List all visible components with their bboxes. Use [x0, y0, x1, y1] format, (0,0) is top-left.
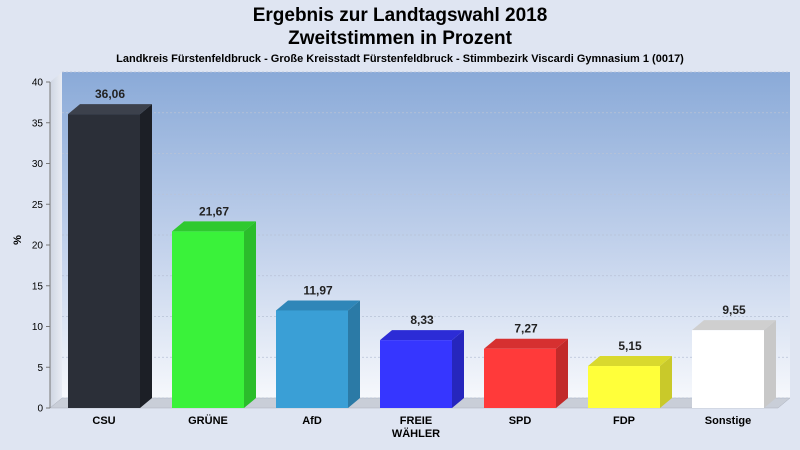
y-tick-label: 15 [32, 281, 44, 292]
x-tick-label: AfD [302, 415, 322, 427]
bar-side [244, 221, 256, 408]
bar-sonstige: 9,55 [692, 303, 776, 408]
bar-side [556, 338, 568, 408]
bar-side [348, 300, 360, 408]
chart-title-line2: Zweitstimmen in Prozent [288, 28, 512, 49]
bar-top [276, 300, 360, 311]
value-label: 7,27 [514, 322, 538, 336]
x-tick-label: CSU [92, 415, 115, 427]
x-tick-label: SPD [509, 415, 532, 427]
value-label: 11,97 [303, 283, 333, 297]
bar-side [660, 356, 672, 408]
bar-csu: 36,06 [68, 87, 152, 409]
value-label: 21,67 [199, 204, 229, 218]
bar-front [68, 114, 140, 409]
bar-top [68, 104, 152, 115]
y-axis: 0 5 10 15 20 25 30 35 40 [32, 78, 51, 415]
value-label: 36,06 [95, 87, 125, 101]
bars: 36,06 21,67 11,97 8,33 7,27 5,15 9,55 [68, 87, 776, 409]
bar-spd: 7,27 [484, 322, 568, 408]
bar-side [140, 104, 152, 409]
y-tick-label: 25 [32, 200, 44, 211]
x-tick-label: Sonstige [705, 415, 751, 427]
value-label: 5,15 [618, 339, 642, 353]
plot-side-wall [50, 72, 62, 408]
bar-side [452, 330, 464, 408]
chart-title-line1: Ergebnis zur Landtagswahl 2018 [252, 5, 548, 26]
bar-front [276, 310, 348, 408]
bar-grüne: 21,67 [172, 204, 256, 408]
bar-front [588, 366, 660, 408]
bar-top [484, 338, 568, 349]
bar-freie-wähler: 8,33 [380, 313, 464, 408]
bar-top [380, 330, 464, 341]
x-tick-label: FREIE WÄHLER [392, 415, 440, 440]
y-tick-label: 0 [37, 404, 43, 415]
bar-afd: 11,97 [276, 283, 360, 408]
bar-front [380, 340, 452, 408]
value-label: 9,55 [722, 303, 746, 317]
y-tick-label: 5 [37, 363, 43, 374]
x-tick-label: GRÜNE [188, 414, 228, 427]
bar-top [692, 320, 776, 331]
y-tick-label: 20 [32, 241, 44, 252]
bar-side [764, 320, 776, 408]
bar-top [588, 356, 672, 367]
bar-front [484, 348, 556, 408]
bar-fdp: 5,15 [588, 339, 672, 408]
y-tick-label: 35 [32, 118, 44, 129]
y-tick-label: 30 [32, 159, 44, 170]
chart-title: Ergebnis zur Landtagswahl 2018 Zweitstim… [0, 4, 800, 50]
x-axis-labels: CSU GRÜNE AfD FREIE WÄHLER SPD FDP Sonstige [92, 414, 751, 440]
x-tick-label: FDP [613, 415, 635, 427]
y-axis-title: % [12, 235, 24, 245]
value-label: 8,33 [410, 313, 434, 327]
bar-front [692, 330, 764, 408]
bar-front [172, 231, 244, 408]
y-tick-label: 10 [32, 322, 44, 333]
bar-top [172, 221, 256, 232]
y-tick-label: 40 [32, 78, 44, 89]
chart-subtitle: Landkreis Fürstenfeldbruck - Große Kreis… [116, 53, 684, 65]
